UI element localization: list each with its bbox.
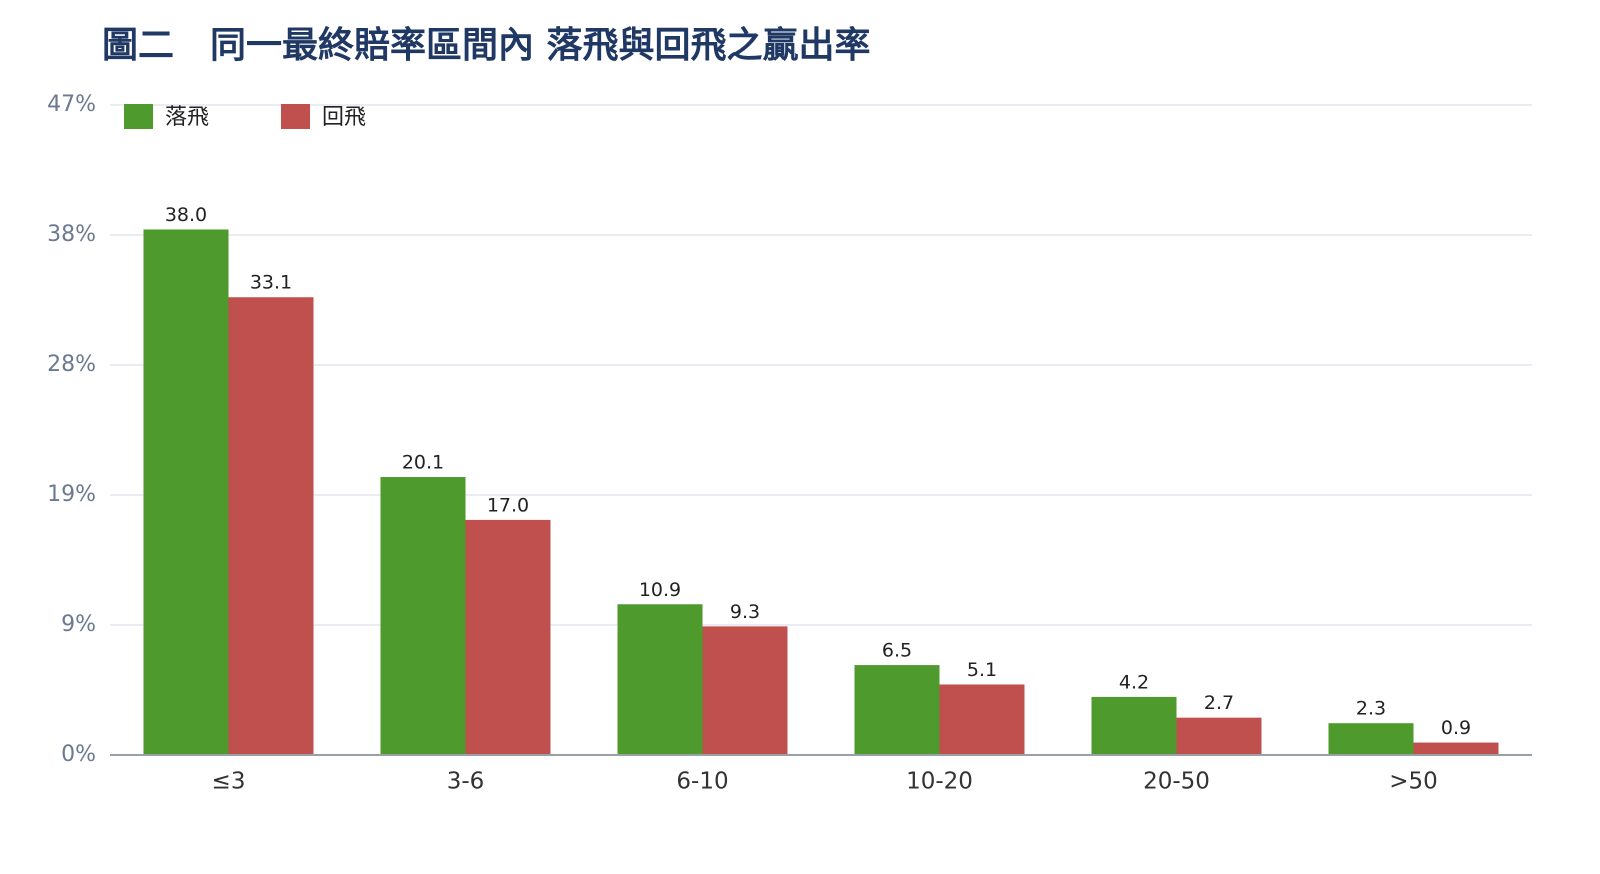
- chart-title: 圖二 同一最終賠率區間內 落飛與回飛之贏出率: [102, 25, 871, 66]
- value-label: 20.1: [402, 452, 444, 474]
- bar: [143, 229, 229, 755]
- value-label: 17.0: [487, 494, 529, 516]
- bar: [380, 477, 466, 755]
- value-label: 9.3: [730, 601, 760, 623]
- x-tick-label: ≤3: [212, 769, 246, 795]
- y-tick-label: 47%: [47, 92, 96, 117]
- value-label: 10.9: [639, 579, 681, 601]
- bar: [1176, 717, 1262, 755]
- value-label: 38.0: [165, 204, 207, 226]
- legend-swatch: [124, 104, 153, 129]
- value-label: 2.7: [1204, 692, 1234, 714]
- y-tick-label: 0%: [61, 742, 96, 767]
- y-tick-label: 28%: [47, 352, 96, 377]
- bar: [1328, 723, 1414, 755]
- x-tick-label: >50: [1389, 769, 1438, 795]
- value-label: 2.3: [1356, 698, 1386, 720]
- y-tick-label: 38%: [47, 222, 96, 247]
- x-tick-label: 10-20: [906, 769, 973, 795]
- value-label: 5.1: [967, 659, 997, 681]
- legend-label: 回飛: [322, 105, 366, 130]
- bar: [617, 604, 703, 755]
- bar: [854, 665, 940, 755]
- bar: [702, 626, 788, 755]
- legend-swatch: [281, 104, 310, 129]
- y-tick-label: 9%: [61, 612, 96, 637]
- x-tick-label: 20-50: [1143, 769, 1210, 795]
- bar: [228, 297, 314, 755]
- value-label: 4.2: [1119, 671, 1149, 693]
- bar: [1091, 696, 1177, 755]
- value-label: 33.1: [250, 272, 292, 294]
- x-tick-label: 6-10: [676, 769, 728, 795]
- legend-label: 落飛: [165, 105, 209, 130]
- x-tick-label: 3-6: [447, 769, 485, 795]
- bar: [465, 519, 551, 755]
- bar: [939, 684, 1025, 755]
- value-label: 6.5: [882, 640, 912, 662]
- y-tick-label: 19%: [47, 482, 96, 507]
- bar: [1413, 742, 1499, 755]
- value-label: 0.9: [1441, 717, 1471, 739]
